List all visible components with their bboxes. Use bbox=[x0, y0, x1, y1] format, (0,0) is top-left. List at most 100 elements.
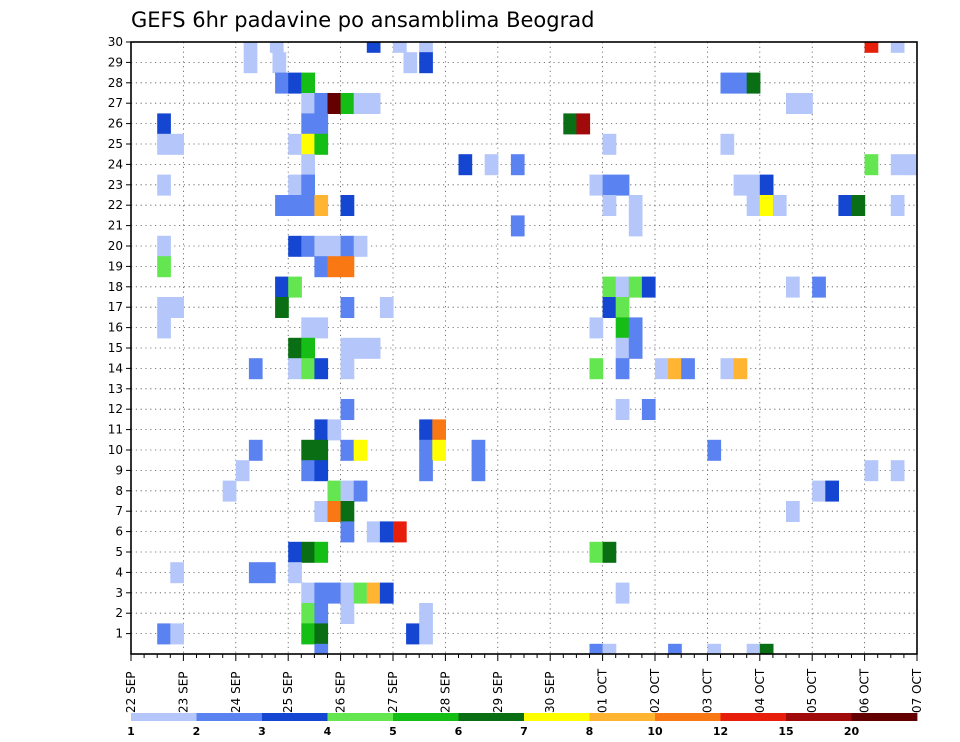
heatmap-cell bbox=[615, 582, 630, 604]
x-tick-label: 22 SEP bbox=[124, 671, 138, 713]
colorbar-swatch bbox=[720, 713, 787, 721]
heatmap-cell bbox=[589, 317, 604, 339]
heatmap-cell bbox=[419, 460, 433, 482]
heatmap-cell bbox=[471, 439, 486, 461]
heatmap-cell bbox=[746, 72, 761, 94]
heatmap-cell bbox=[366, 521, 381, 543]
x-axis: 22 SEP 23 SEP 24 SEP 25 SEP 26 SEP 27 SEP 28 S… bbox=[124, 654, 924, 713]
heatmap-cell bbox=[733, 174, 748, 196]
heatmap-cell bbox=[786, 93, 800, 114]
heatmap-cell bbox=[759, 174, 774, 196]
heatmap-cell bbox=[170, 562, 184, 584]
heatmap-cell bbox=[641, 399, 656, 420]
x-tick-label: 29 SEP bbox=[491, 671, 505, 713]
y-tick-label: 13 bbox=[108, 382, 123, 396]
heatmap-cell bbox=[288, 541, 302, 563]
heatmap-cell bbox=[288, 133, 302, 155]
heatmap-cell bbox=[510, 154, 525, 176]
heatmap-cell bbox=[786, 501, 800, 522]
x-tick-label: 04 OCT bbox=[753, 668, 767, 713]
y-tick-label: 17 bbox=[108, 300, 123, 314]
colorbar-label: 10 bbox=[647, 725, 663, 738]
heatmap-cell bbox=[786, 276, 800, 298]
x-tick-label: 07 OCT bbox=[910, 668, 924, 713]
heatmap-cell bbox=[602, 643, 617, 654]
heatmap-cell bbox=[314, 317, 329, 339]
heatmap-cell bbox=[681, 358, 695, 380]
heatmap-cell bbox=[301, 174, 315, 196]
heatmap-cell bbox=[314, 439, 329, 461]
y-tick-label: 1 bbox=[115, 627, 123, 641]
heatmap-cell bbox=[243, 42, 258, 53]
colorbar: 1 2 3 4 5 6 7 8 10 12 15 20 bbox=[127, 713, 918, 738]
heatmap-cell bbox=[353, 439, 368, 461]
heatmap-cell bbox=[655, 358, 669, 380]
heatmap-cell bbox=[602, 276, 617, 298]
heatmap-cell bbox=[157, 317, 171, 339]
x-tick-label: 05 OCT bbox=[805, 668, 819, 713]
heatmap-cell bbox=[825, 480, 839, 502]
heatmap-cell bbox=[157, 256, 171, 278]
colorbar-label: 3 bbox=[258, 725, 266, 738]
heatmap-cell bbox=[733, 358, 748, 380]
heatmap-cell bbox=[340, 93, 355, 114]
heatmap-cell bbox=[589, 174, 604, 196]
y-tick-label: 20 bbox=[108, 239, 123, 253]
heatmap-cell bbox=[301, 582, 315, 604]
heatmap-cell bbox=[799, 93, 813, 114]
heatmap-cell bbox=[615, 174, 630, 196]
heatmap-cell bbox=[379, 521, 394, 543]
y-tick-label: 10 bbox=[108, 443, 123, 457]
y-tick-label: 27 bbox=[108, 96, 123, 110]
heatmap-cell bbox=[288, 358, 302, 380]
heatmap-cell bbox=[602, 133, 617, 155]
heatmap-cell bbox=[170, 297, 184, 318]
heatmap-cell bbox=[314, 541, 329, 563]
heatmap-cell bbox=[340, 297, 355, 318]
heatmap-cell bbox=[272, 52, 287, 74]
heatmap-cell bbox=[327, 419, 342, 441]
y-tick-label: 16 bbox=[108, 321, 123, 335]
heatmap-cell bbox=[288, 562, 302, 584]
heatmap-cell bbox=[589, 541, 604, 563]
heatmap-cell bbox=[353, 582, 368, 604]
colorbar-swatch bbox=[655, 713, 721, 721]
heatmap-cell bbox=[759, 195, 774, 216]
heatmap-cell bbox=[406, 623, 420, 645]
colorbar-swatch bbox=[393, 713, 459, 721]
heatmap-cell bbox=[301, 72, 315, 94]
heatmap-cell bbox=[379, 582, 394, 604]
heatmap-cell bbox=[903, 154, 917, 176]
heatmap-cell bbox=[248, 439, 263, 461]
colorbar-swatch bbox=[196, 713, 263, 721]
colorbar-label: 15 bbox=[778, 725, 793, 738]
heatmap-cell bbox=[157, 623, 171, 645]
heatmap-cell bbox=[314, 113, 329, 135]
heatmap-cell bbox=[340, 439, 355, 461]
y-tick-label: 22 bbox=[108, 198, 123, 212]
heatmap-cell bbox=[275, 195, 289, 216]
heatmap-cell bbox=[419, 603, 433, 624]
heatmap-cell bbox=[288, 276, 302, 298]
heatmap-cell bbox=[170, 133, 184, 155]
x-tick-label: 06 OCT bbox=[858, 668, 872, 713]
heatmap-cell bbox=[864, 154, 879, 176]
heatmap-cell bbox=[589, 643, 604, 654]
heatmap-cell bbox=[890, 195, 905, 216]
heatmap-cell bbox=[576, 113, 591, 135]
heatmap-cell bbox=[864, 42, 879, 53]
heatmap-cell bbox=[628, 195, 643, 216]
heatmap-cell bbox=[615, 358, 630, 380]
heatmap-cell bbox=[864, 460, 879, 482]
heatmap-cell bbox=[890, 460, 905, 482]
heatmap-cell bbox=[641, 276, 656, 298]
colorbar-swatch bbox=[524, 713, 590, 721]
heatmap-cell bbox=[288, 235, 302, 257]
heatmap-cell bbox=[314, 195, 329, 216]
heatmap-cell bbox=[720, 72, 735, 94]
heatmap-cell bbox=[314, 235, 329, 257]
heatmap-cell bbox=[314, 460, 329, 482]
heatmap-cell bbox=[458, 154, 473, 176]
heatmap-cell bbox=[314, 643, 329, 654]
heatmap-cell bbox=[340, 521, 355, 543]
